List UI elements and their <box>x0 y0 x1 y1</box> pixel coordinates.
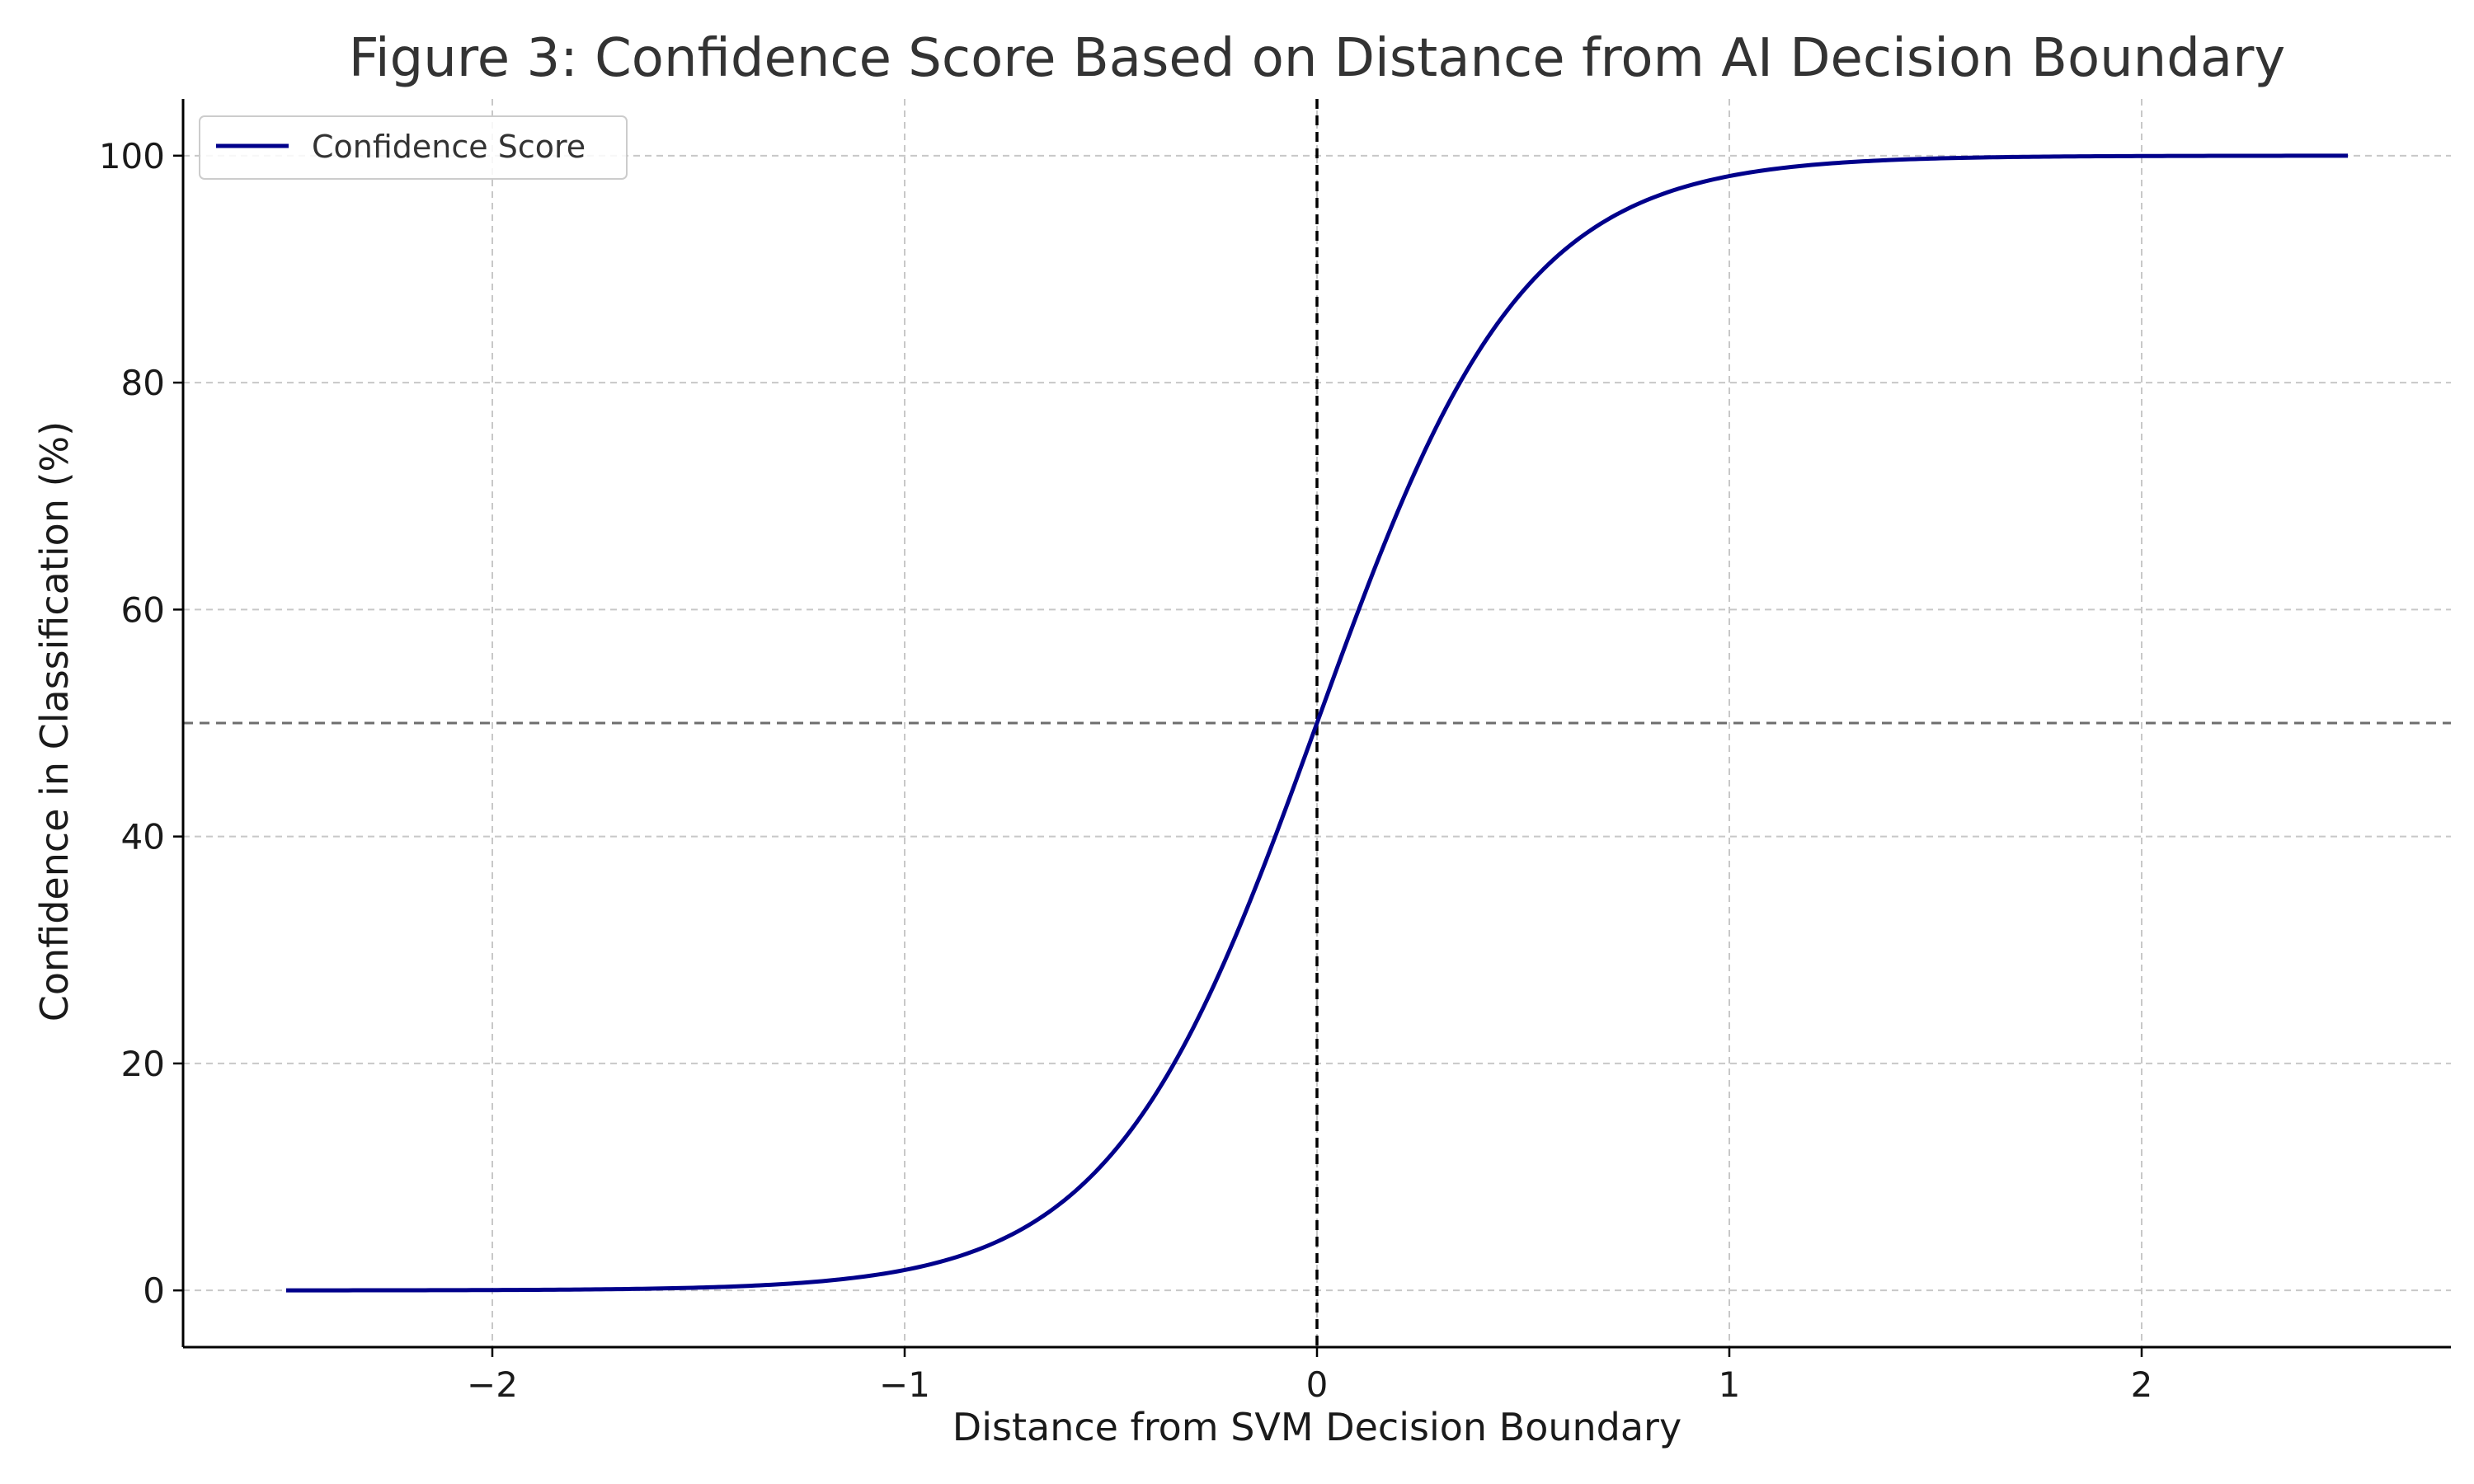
y-tick-label: 100 <box>99 136 165 176</box>
x-tick-label: −1 <box>879 1364 930 1405</box>
reference-lines <box>183 99 2451 1347</box>
series-line-confidence-score <box>286 153 2348 1293</box>
x-tick-label: −2 <box>467 1364 518 1405</box>
y-tick-label: 80 <box>121 363 165 403</box>
x-tick-label: 2 <box>2131 1364 2153 1405</box>
y-tick-label: 40 <box>121 817 165 857</box>
legend-frame <box>199 115 628 180</box>
y-tick-label: 20 <box>121 1044 165 1084</box>
y-axis-title: Confidence in Classification (%) <box>32 421 77 1021</box>
x-tick-label: 1 <box>1719 1364 1741 1405</box>
x-axis-title: Distance from SVM Decision Boundary <box>952 1405 1681 1449</box>
y-tick-label: 0 <box>143 1270 165 1311</box>
legend-label-confidence-score: Confidence Score <box>312 129 586 165</box>
y-tick-label: 60 <box>121 589 165 630</box>
x-tick-label: 0 <box>1306 1364 1329 1405</box>
series-layer <box>286 153 2348 1293</box>
chart-title: Figure 3: Confidence Score Based on Dist… <box>349 28 2286 89</box>
legend: Confidence Score <box>199 115 628 180</box>
